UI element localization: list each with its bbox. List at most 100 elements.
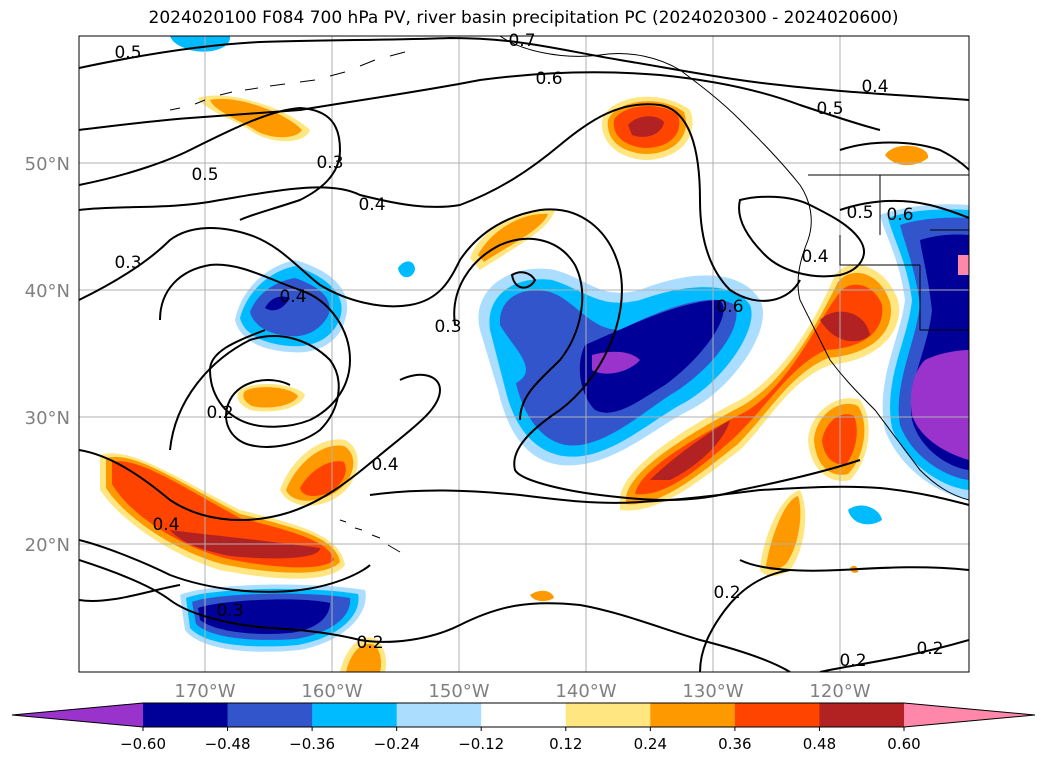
pv-contour (79, 103, 801, 302)
contour-label: 0.2 (356, 633, 383, 653)
colorbar-segment (819, 703, 905, 727)
colorbar-tick-label: −0.60 (120, 735, 166, 753)
contour-label: 0.3 (434, 317, 461, 337)
lon-label-160w: 160°W (301, 681, 362, 702)
contour-label: 0.2 (839, 651, 866, 671)
contour-label: 0.5 (816, 99, 843, 119)
shade-pos-west (112, 461, 334, 568)
pv-contour (453, 237, 584, 421)
colorbar-segment (481, 703, 567, 727)
colorbar-tick-label: −0.12 (458, 735, 504, 753)
lon-label-150w: 150°W (428, 681, 489, 702)
map-title: 2024020100 F084 700 hPa PV, river basin … (148, 8, 899, 28)
contour-label: 0.5 (114, 43, 141, 63)
shade-pos-northeast (628, 116, 664, 137)
pv-contour (79, 208, 861, 501)
shade-pos-aleutian (210, 98, 302, 138)
shade-neg-coast (910, 350, 969, 460)
pv-contour (839, 199, 969, 219)
colorbar-segment (650, 703, 736, 727)
pv-contour (79, 71, 881, 131)
shade-neg-small (398, 261, 415, 278)
pv-contour (159, 263, 352, 428)
contour-label: 0.6 (886, 205, 913, 225)
longitude-labels: 170°W 160°W 150°W 140°W 130°W 120°W (174, 681, 870, 702)
contour-label: 0.7 (508, 31, 535, 51)
contour-label: 0.4 (152, 515, 179, 535)
shade-neg-coast (958, 255, 969, 275)
contour-label: 0.2 (916, 639, 943, 659)
coastline-alaska (499, 36, 812, 241)
contour-label: 0.2 (206, 403, 233, 423)
pv-contour (79, 36, 969, 101)
pv-contour (79, 106, 342, 221)
coastlines (169, 36, 969, 553)
colorbar-tick-label: 0.24 (634, 735, 667, 753)
contour-label: 0.4 (861, 77, 888, 97)
colorbar-segment (312, 703, 398, 727)
contour-label: 0.5 (846, 203, 873, 223)
contour-label: 0.5 (191, 165, 218, 185)
contour-label: 0.6 (716, 297, 743, 317)
pv-contour (839, 141, 969, 171)
contour-labels: 0.5 0.7 0.6 0.4 0.5 0.3 0.4 0.5 0.3 0.4 … (114, 31, 943, 671)
shade-pos-small (530, 590, 554, 602)
contour-label: 0.2 (713, 583, 740, 603)
contour-label: 0.3 (216, 601, 243, 621)
shade-pos-mid (300, 461, 346, 496)
colorbar-tick-label: −0.24 (374, 735, 420, 753)
colorbar-tick-label: 0.36 (718, 735, 751, 753)
colorbar-segment (143, 703, 229, 727)
pv-contour (699, 569, 791, 672)
lat-label-50n: 50°N (25, 154, 70, 175)
shade-pos-small (478, 213, 548, 262)
coastline-hawaii (339, 519, 401, 553)
pv-contours (79, 36, 969, 672)
pv-contour (79, 373, 442, 521)
coastline-north-america (797, 239, 969, 501)
colorbar-segment (12, 703, 143, 727)
shade-neg-north-pacific (265, 296, 290, 311)
pv-contour (79, 584, 181, 602)
lon-label-170w: 170°W (174, 681, 235, 702)
contour-label: 0.4 (801, 247, 828, 267)
lat-label-40n: 40°N (25, 281, 70, 302)
coastline-aleutians (169, 51, 406, 111)
colorbar-tick-label: −0.36 (289, 735, 335, 753)
shade-pos-trough-band (650, 420, 730, 480)
colorbar-segment (227, 703, 313, 727)
contour-label: 0.4 (279, 287, 306, 307)
contour-label: 0.4 (358, 195, 385, 215)
map-frame (78, 35, 970, 673)
pv-contour (369, 485, 969, 506)
shade-neg-central (579, 300, 724, 413)
shade-neg-small (848, 505, 882, 525)
lat-label-30n: 30°N (25, 408, 70, 429)
shade-pos-small (766, 496, 801, 571)
colorbar-tick-label: 0.48 (803, 735, 836, 753)
shade-neg-south (198, 599, 330, 634)
latitude-labels: 50°N 40°N 30°N 20°N (25, 154, 70, 556)
colorbar-segment (565, 703, 651, 727)
lon-label-120w: 120°W (809, 681, 870, 702)
contour-label: 0.6 (535, 69, 562, 89)
contour-label: 0.4 (371, 455, 398, 475)
pv-contour (510, 271, 537, 289)
pv-contour (819, 639, 969, 672)
precip-shading (100, 36, 969, 672)
contour-label: 0.3 (114, 253, 141, 273)
pv-contour (79, 559, 791, 672)
lat-label-20n: 20°N (25, 535, 70, 556)
shade-pos-small (822, 414, 857, 465)
lon-label-130w: 130°W (682, 681, 743, 702)
shade-neg-small (170, 36, 231, 52)
pv-contour (738, 195, 865, 278)
colorbar-tick-label: −0.48 (205, 735, 251, 753)
colorbar: −0.60 −0.48 −0.36 −0.24 −0.12 0.12 0.24 0.36 0.4… (11, 702, 1036, 753)
shade-pos-small (243, 387, 298, 408)
state-borders (808, 174, 969, 331)
lon-label-140w: 140°W (555, 681, 616, 702)
pv-contour (169, 335, 340, 451)
